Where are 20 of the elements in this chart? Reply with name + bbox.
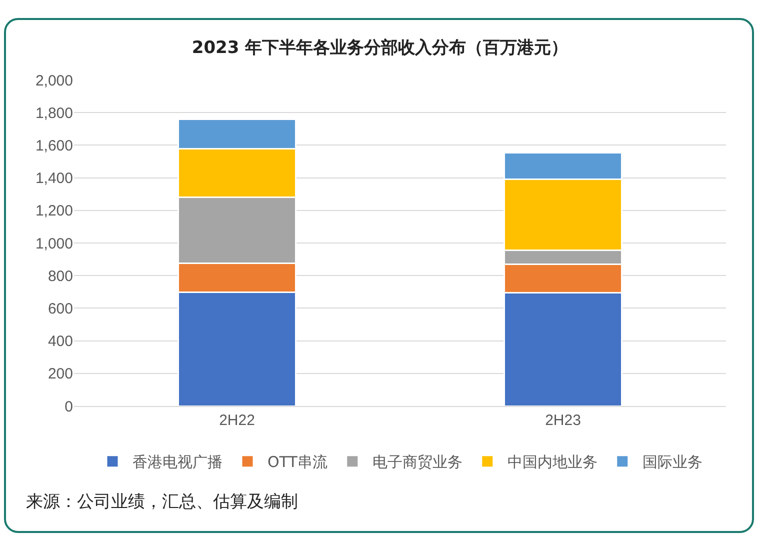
y-tick-label: 1,000	[35, 235, 73, 252]
legend-label: OTT串流	[268, 453, 328, 472]
legend-label: 香港电视广播	[132, 453, 222, 472]
legend-label: 国际业务	[642, 453, 702, 472]
y-tick-label: 800	[48, 268, 73, 285]
x-tick-label: 2H22	[219, 412, 255, 429]
y-tick-label: 400	[48, 333, 73, 350]
y-tick-label: 1,800	[35, 104, 73, 122]
y-tick-label: 1,600	[35, 137, 73, 154]
chart-title: 2023 年下半年各业务分部收入分布（百万港元）	[192, 38, 568, 58]
legend-label: 中国内地业务	[507, 453, 598, 472]
y-tick-label: 2,000	[35, 72, 73, 90]
y-tick-label: 1,200	[35, 202, 73, 220]
y-tick-label: 200	[48, 366, 73, 383]
legend-label: 电子商贸业务	[372, 453, 462, 472]
y-tick-label: 0	[64, 398, 73, 416]
source-note: 来源：公司业绩，汇总、估算及编制	[26, 491, 298, 513]
y-tick-label: 1,400	[35, 170, 73, 188]
x-tick-label: 2H23	[545, 412, 581, 429]
y-tick-label: 600	[48, 300, 73, 318]
